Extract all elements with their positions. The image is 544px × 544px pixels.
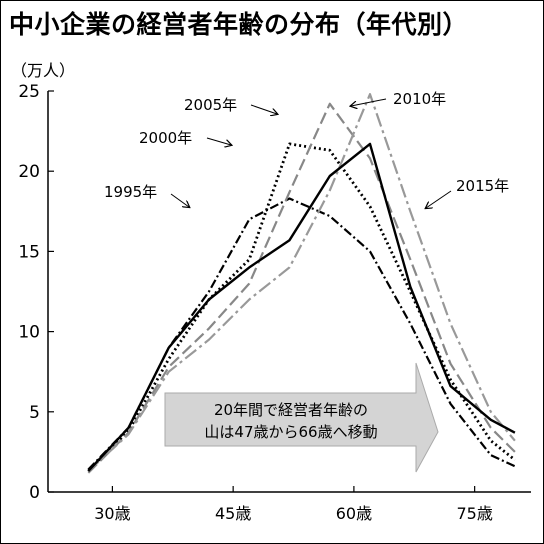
y-tick-label: 5 (29, 403, 40, 423)
annotation-arrow-shape (164, 362, 439, 473)
y-tick-label: 25 (18, 82, 40, 102)
legend-label-2000: 2000年 (139, 129, 192, 147)
x-tick-label: 30歳 (94, 504, 130, 523)
y-tick-label: 10 (18, 323, 40, 343)
arrow-2005 (250, 104, 277, 114)
arrow-2015 (426, 190, 452, 208)
arrow-1995 (170, 193, 189, 207)
x-tick-label: 75歳 (456, 504, 492, 523)
series-line-2005 (87, 102, 516, 474)
annotation-line-2: 山は47歳から66歳へ移動 (204, 423, 377, 441)
series-line-2015 (87, 142, 516, 472)
arrow-2000 (206, 137, 231, 145)
y-tick-label: 20 (18, 162, 40, 182)
x-tick-label: 60歳 (336, 504, 372, 523)
annotation-line-1: 20年間で経営者年齢の (214, 401, 368, 419)
legend-label-2010: 2010年 (393, 90, 446, 108)
series-line-2010 (87, 93, 516, 472)
legend-label-2015: 2015年 (456, 177, 509, 195)
y-unit-label: （万人） (11, 61, 75, 80)
y-tick-label: 15 (18, 242, 40, 262)
legend-label-2005: 2005年 (184, 96, 237, 114)
x-tick-label: 45歳 (215, 504, 251, 523)
y-tick-label: 0 (29, 483, 40, 503)
annotation-arrow: 20年間で経営者年齢の 山は47歳から66歳へ移動 (164, 362, 439, 473)
legend-label-1995: 1995年 (104, 183, 157, 201)
arrow-2010 (351, 98, 387, 106)
chart-title: 中小企業の経営者年齢の分布（年代別） (9, 10, 469, 39)
